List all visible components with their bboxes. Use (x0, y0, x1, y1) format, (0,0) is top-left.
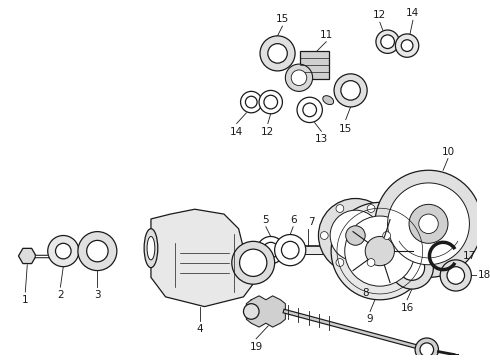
Text: 1: 1 (22, 295, 28, 305)
Circle shape (388, 183, 469, 265)
Text: 9: 9 (367, 314, 373, 324)
Circle shape (399, 255, 425, 280)
Circle shape (367, 258, 375, 266)
Circle shape (331, 202, 429, 300)
Circle shape (264, 95, 277, 109)
Circle shape (346, 226, 365, 245)
Ellipse shape (323, 96, 334, 105)
Text: 16: 16 (400, 303, 414, 313)
Text: 14: 14 (406, 8, 419, 18)
Text: 19: 19 (249, 342, 263, 352)
Circle shape (330, 210, 381, 261)
Circle shape (367, 204, 375, 212)
Text: 5: 5 (263, 215, 269, 225)
Circle shape (341, 81, 360, 100)
Circle shape (241, 91, 262, 113)
Circle shape (240, 249, 267, 276)
Circle shape (260, 36, 295, 71)
Circle shape (268, 44, 287, 63)
Text: 18: 18 (478, 270, 490, 280)
Circle shape (376, 30, 399, 53)
Circle shape (381, 35, 394, 49)
Circle shape (78, 231, 117, 271)
Circle shape (334, 74, 367, 107)
Text: 15: 15 (339, 123, 352, 134)
Text: 3: 3 (94, 290, 101, 300)
Circle shape (232, 241, 274, 284)
Circle shape (303, 103, 317, 117)
Circle shape (375, 170, 482, 278)
Text: 7: 7 (308, 217, 315, 227)
Text: 6: 6 (290, 215, 296, 225)
Circle shape (336, 258, 344, 266)
Circle shape (447, 267, 465, 284)
Circle shape (383, 231, 391, 239)
Polygon shape (19, 248, 36, 264)
Circle shape (285, 64, 313, 91)
Text: 15: 15 (276, 14, 289, 24)
Circle shape (55, 243, 71, 259)
Text: 10: 10 (441, 147, 455, 157)
Circle shape (281, 241, 299, 259)
Circle shape (263, 242, 278, 258)
Circle shape (87, 240, 108, 262)
Circle shape (419, 214, 438, 234)
Circle shape (320, 231, 328, 239)
Bar (300, 51, 329, 79)
Circle shape (365, 237, 394, 266)
Text: 11: 11 (319, 30, 333, 40)
Ellipse shape (147, 237, 155, 260)
Circle shape (395, 34, 419, 57)
Circle shape (415, 338, 439, 360)
Polygon shape (246, 296, 285, 327)
Ellipse shape (144, 229, 158, 267)
Circle shape (245, 96, 257, 108)
Text: 13: 13 (315, 134, 328, 144)
Circle shape (409, 204, 448, 243)
Circle shape (345, 216, 415, 286)
Circle shape (291, 70, 307, 86)
Circle shape (318, 198, 392, 273)
Text: 4: 4 (196, 324, 203, 334)
Circle shape (259, 90, 282, 114)
Text: 14: 14 (230, 127, 243, 138)
Circle shape (391, 246, 433, 289)
Text: 2: 2 (57, 290, 64, 300)
Circle shape (440, 260, 471, 291)
Text: 12: 12 (261, 127, 274, 138)
Circle shape (401, 40, 413, 51)
Text: 12: 12 (373, 10, 387, 20)
Circle shape (420, 343, 434, 356)
Circle shape (336, 204, 344, 212)
Polygon shape (151, 209, 258, 307)
Circle shape (257, 237, 284, 264)
Circle shape (48, 235, 79, 267)
Text: 8: 8 (362, 288, 368, 298)
Circle shape (297, 97, 322, 122)
Circle shape (244, 304, 259, 319)
Text: 17: 17 (463, 251, 476, 261)
Circle shape (274, 234, 306, 266)
